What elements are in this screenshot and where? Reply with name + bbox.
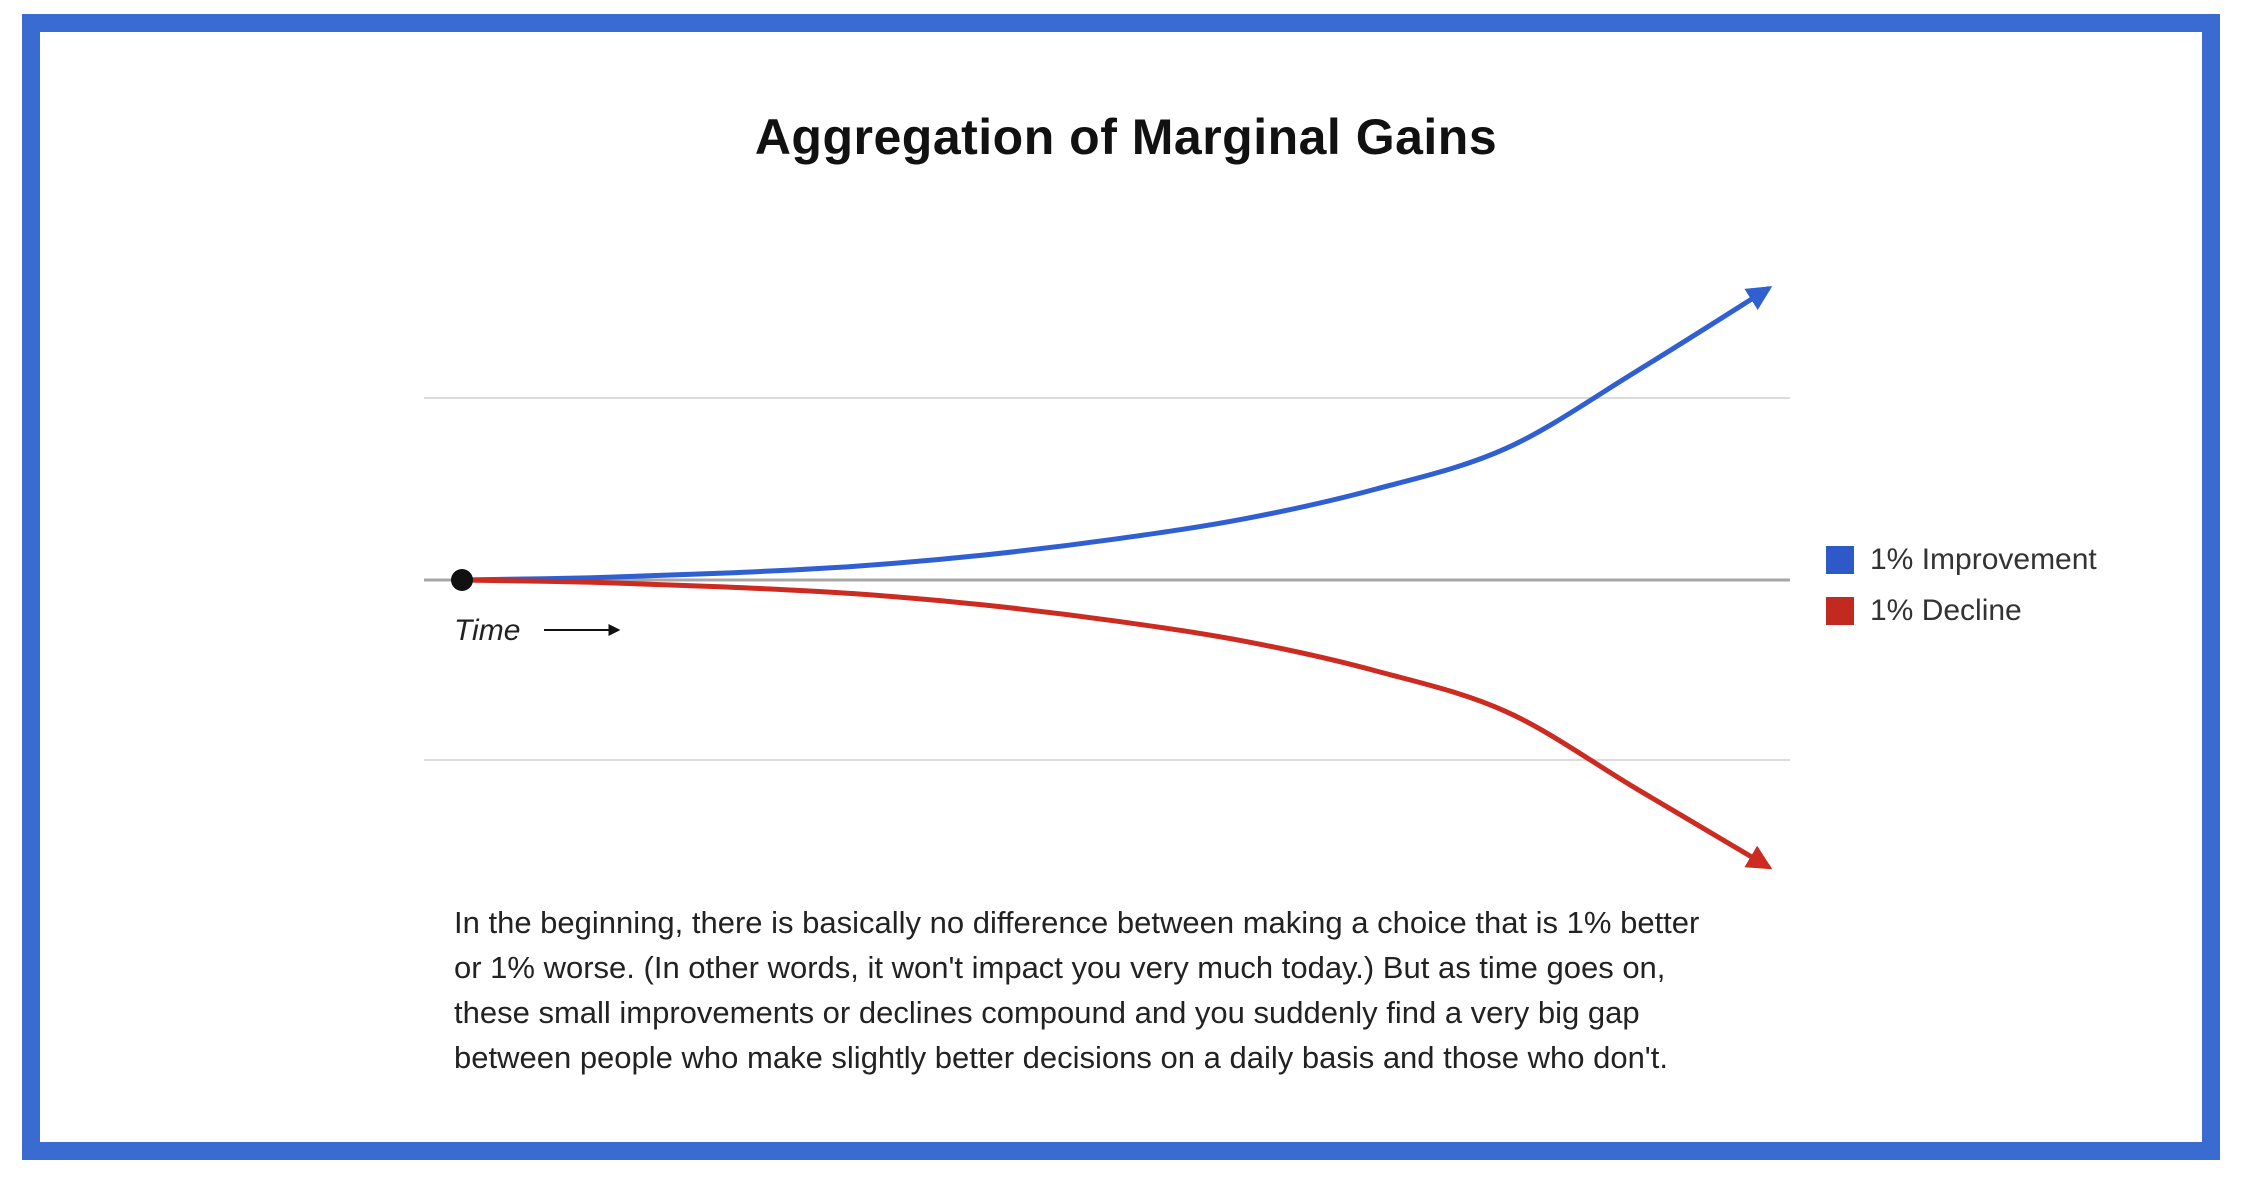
series-line-improvement (459, 286, 1773, 583)
caption-line: In the beginning, there is basically no … (454, 905, 1700, 940)
legend-swatch-decline (1826, 597, 1854, 625)
series-line-decline (459, 577, 1773, 870)
caption-line: or 1% worse. (In other words, it won't i… (454, 950, 1666, 985)
x-axis-label: Time (454, 614, 520, 647)
origin-point (451, 569, 473, 591)
caption: In the beginning, there is basically no … (454, 900, 1914, 1080)
legend-label-improvement: 1% Improvement (1870, 543, 2097, 576)
caption-line: these small improvements or declines com… (454, 995, 1640, 1030)
legend-item-improvement: 1% Improvement (1826, 538, 2097, 582)
chart-frame (22, 14, 2220, 1160)
chart-title: Aggregation of Marginal Gains (754, 109, 1498, 165)
legend-item-decline: 1% Decline (1826, 589, 2097, 633)
legend-label-decline: 1% Decline (1870, 594, 2022, 627)
caption-line: between people who make slightly better … (454, 1040, 1668, 1075)
legend: 1% Improvement 1% Decline (1826, 538, 2097, 640)
legend-swatch-improvement (1826, 546, 1854, 574)
